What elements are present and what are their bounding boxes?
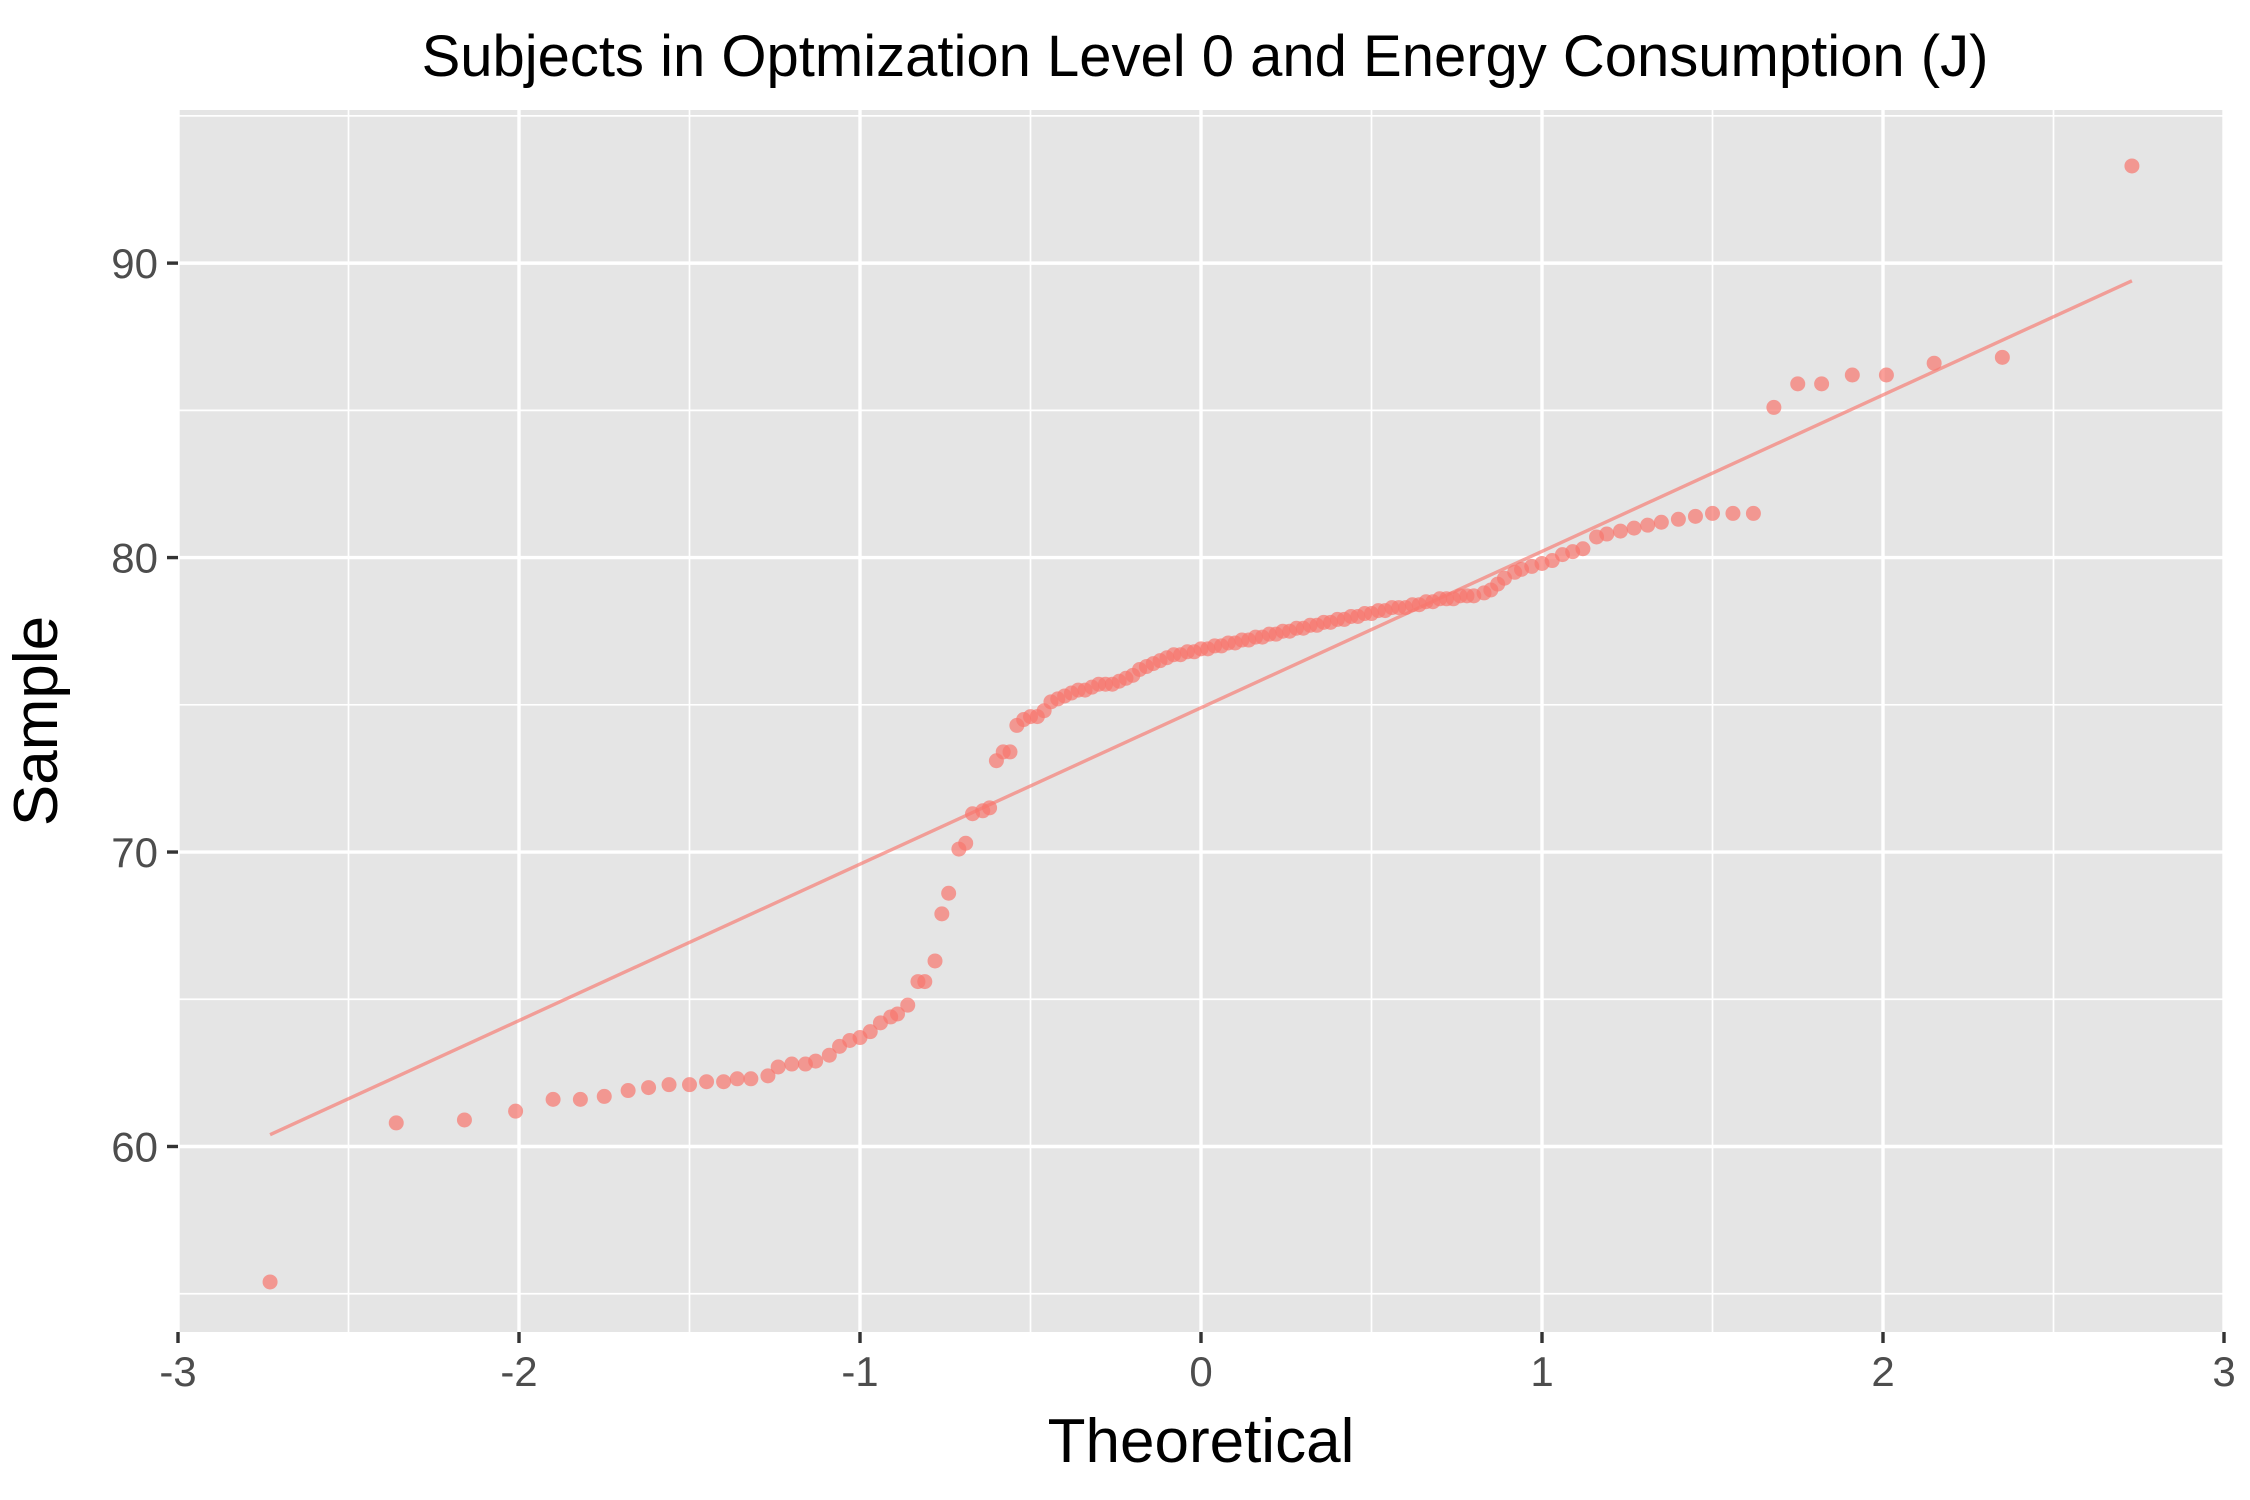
y-tick-label: 90 [111, 240, 158, 287]
data-point [1725, 505, 1741, 521]
data-point [1002, 744, 1018, 760]
data-point [729, 1071, 745, 1087]
x-tick-label: -2 [500, 1348, 537, 1395]
data-point [821, 1047, 837, 1063]
data-point [1994, 349, 2010, 365]
data-point [743, 1071, 759, 1087]
data-point [699, 1074, 715, 1090]
data-point [572, 1091, 588, 1107]
data-point [934, 906, 950, 922]
data-point [1814, 376, 1830, 392]
data-point [2124, 158, 2140, 174]
y-axis: 60 70 80 90 [111, 240, 178, 1170]
x-tick-label: 3 [2212, 1348, 2235, 1395]
data-point [716, 1074, 732, 1090]
sample-points [262, 158, 2140, 1290]
x-tick-label: 1 [1530, 1348, 1553, 1395]
data-point [1575, 541, 1591, 557]
data-point [508, 1103, 524, 1119]
data-point [958, 835, 974, 851]
data-point [982, 800, 998, 816]
data-point [1844, 367, 1860, 383]
data-point [1626, 520, 1642, 536]
x-tick-label: -1 [841, 1348, 878, 1395]
data-point [456, 1112, 472, 1128]
data-point [388, 1115, 404, 1131]
data-point [262, 1274, 278, 1290]
data-point [1640, 517, 1656, 533]
data-point [1766, 399, 1782, 415]
data-point [1687, 508, 1703, 524]
gridlines [176, 110, 2226, 1332]
x-tick-label: 0 [1189, 1348, 1212, 1395]
y-axis-title: Sample [2, 616, 71, 826]
reference-line [269, 279, 2133, 1137]
data-point [1653, 514, 1669, 530]
data-point [927, 953, 943, 969]
data-point [1745, 505, 1761, 521]
data-point [545, 1091, 561, 1107]
chart-title: Subjects in Optmization Level 0 and Ener… [422, 24, 1989, 89]
data-point [890, 1006, 906, 1022]
data-point [1790, 376, 1806, 392]
data-point [900, 997, 916, 1013]
data-point [641, 1080, 657, 1096]
data-point [620, 1083, 636, 1099]
y-tick-label: 60 [111, 1123, 158, 1170]
data-point [862, 1024, 878, 1040]
data-point [917, 974, 933, 990]
data-point [760, 1068, 776, 1084]
y-tick-label: 80 [111, 535, 158, 582]
data-point [770, 1059, 786, 1075]
x-axis: -3 -2 -1 0 1 2 3 [159, 1332, 2236, 1395]
x-axis-title: Theoretical [1048, 1407, 1355, 1476]
data-point [1926, 355, 1942, 371]
data-point [1599, 526, 1615, 542]
x-tick-label: -3 [159, 1348, 196, 1395]
data-point [1878, 367, 1894, 383]
data-point [1705, 505, 1720, 521]
x-tick-label: 2 [1871, 1348, 1894, 1395]
data-point [682, 1077, 697, 1093]
data-point [808, 1053, 824, 1069]
data-point [1670, 511, 1686, 527]
data-point [596, 1088, 612, 1104]
data-point [1612, 523, 1628, 539]
data-point [941, 885, 957, 901]
y-tick-label: 70 [111, 829, 158, 876]
data-point [661, 1077, 677, 1093]
data-point [784, 1056, 800, 1072]
